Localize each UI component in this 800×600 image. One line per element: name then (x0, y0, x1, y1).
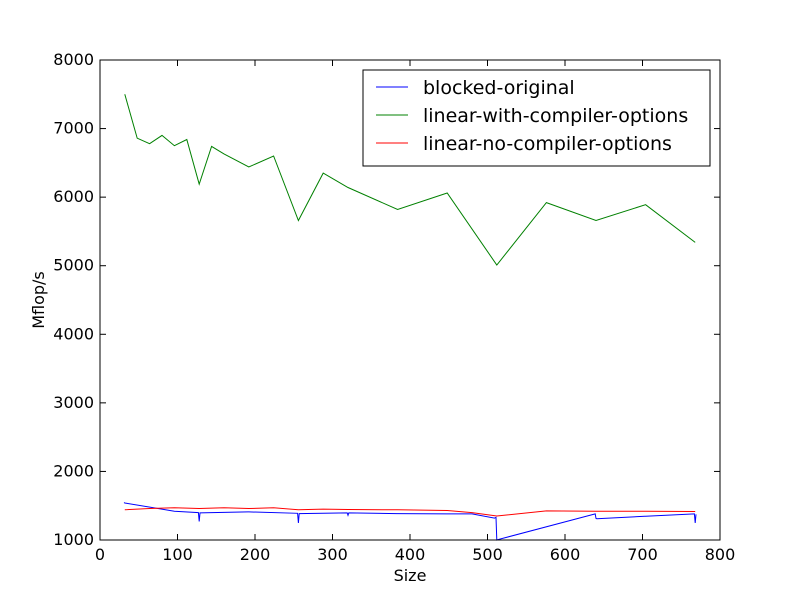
x-tick-label: 800 (705, 545, 736, 564)
x-tick-label: 600 (550, 545, 581, 564)
series-line-linear-with-compiler-options (124, 94, 696, 266)
legend-label-linear-no-compiler-options: linear-no-compiler-options (423, 133, 672, 155)
y-tick-label: 6000 (53, 187, 94, 206)
ticks-layer: 0 100 200 300 400 500 600 700 800 1000 2000 3000 400… (53, 50, 735, 564)
y-tick-label: 2000 (53, 461, 94, 480)
x-tick-label: 500 (472, 545, 503, 564)
legend-label-linear-with-compiler-options: linear-with-compiler-options (423, 105, 688, 127)
series-line-linear-no-compiler-options (124, 507, 696, 517)
y-axis-label: Mflop/s (29, 271, 48, 329)
x-tick-label: 0 (95, 545, 105, 564)
legend-label-blocked-original: blocked-original (423, 77, 575, 99)
series-line-blocked-original (123, 502, 697, 541)
legend: blocked-original linear-with-compiler-opt… (362, 69, 711, 167)
y-tick-label: 7000 (53, 119, 94, 138)
series-layer (123, 94, 697, 541)
y-tick-label: 3000 (53, 393, 94, 412)
x-tick-label: 100 (162, 545, 193, 564)
y-tick-label: 8000 (53, 50, 94, 69)
x-axis-label: Size (394, 566, 427, 585)
y-tick-label: 5000 (53, 256, 94, 275)
x-tick-label: 400 (395, 545, 426, 564)
legend-box (362, 69, 711, 167)
x-tick-label: 700 (627, 545, 658, 564)
x-tick-label: 200 (240, 545, 271, 564)
y-tick-label: 4000 (53, 324, 94, 343)
x-tick-label: 300 (317, 545, 348, 564)
y-tick-label: 1000 (53, 530, 94, 549)
